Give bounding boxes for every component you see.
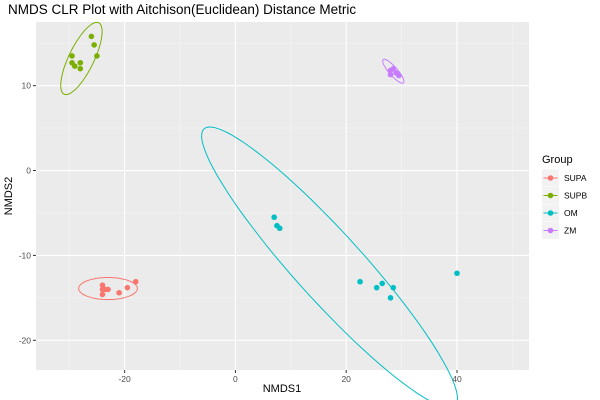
point-om xyxy=(390,284,397,291)
legend-item-supb: SUPB xyxy=(542,187,587,204)
chart-title: NMDS CLR Plot with Aitchison(Euclidean) … xyxy=(8,2,356,17)
point-om xyxy=(373,284,380,291)
point-supa xyxy=(124,284,131,291)
point-supb xyxy=(77,59,84,66)
point-supa xyxy=(99,291,106,298)
minor-gridlines xyxy=(36,22,529,370)
point-supa xyxy=(116,289,122,296)
point-supa xyxy=(105,286,111,293)
legend-label: SUPA xyxy=(564,173,587,183)
point-supb xyxy=(88,33,95,40)
x-tick-label: -20 xyxy=(118,374,131,384)
y-tick-label: 10 xyxy=(22,81,32,91)
point-om xyxy=(379,280,386,287)
point-supa xyxy=(99,286,106,293)
legend-label: OM xyxy=(564,208,578,218)
legend-item-zm: ZM xyxy=(542,222,576,239)
plot-panel xyxy=(36,22,529,370)
y-tick-label: 0 xyxy=(26,166,31,176)
ellipse-supa xyxy=(78,277,138,300)
major-gridlines xyxy=(36,22,529,370)
point-om xyxy=(271,214,277,221)
x-axis-label: NMDS1 xyxy=(263,383,302,395)
y-tick-label: -10 xyxy=(19,250,32,260)
point-supb xyxy=(91,42,97,48)
y-axis-label: NMDS2 xyxy=(3,177,15,216)
legend: Group SUPA SUPB OM ZM xyxy=(542,154,587,239)
point-om xyxy=(387,295,394,301)
legend-label: SUPB xyxy=(564,191,587,201)
legend-key-point xyxy=(547,227,554,234)
legend-label: ZM xyxy=(564,226,576,236)
point-om xyxy=(276,225,283,232)
legend-item-om: OM xyxy=(542,204,578,222)
y-tick-label: -20 xyxy=(19,335,32,345)
point-zm xyxy=(396,72,402,79)
legend-key-point xyxy=(547,175,554,181)
point-supb xyxy=(77,65,84,72)
point-supb xyxy=(71,63,78,69)
point-supb xyxy=(69,53,75,59)
point-om xyxy=(454,270,460,277)
legend-key-point xyxy=(547,210,554,216)
y-axis-ticks: 10 0 -10 -20 xyxy=(19,81,36,345)
x-tick-label: 0 xyxy=(233,374,238,384)
point-zm xyxy=(387,71,394,78)
point-zm xyxy=(387,67,394,74)
legend-title: Group xyxy=(542,154,573,166)
ellipse-supb xyxy=(60,21,103,96)
legend-items: SUPA SUPB OM ZM xyxy=(542,169,587,239)
x-axis-ticks: -20 0 20 40 xyxy=(118,370,462,384)
x-tick-label: 20 xyxy=(341,374,351,384)
legend-key-point xyxy=(547,192,554,199)
x-tick-label: 40 xyxy=(452,374,462,384)
data-points xyxy=(69,33,460,301)
ellipse-om xyxy=(201,126,459,400)
point-supa xyxy=(132,278,139,285)
point-supa xyxy=(99,282,106,288)
legend-item-supa: SUPA xyxy=(542,169,587,187)
point-supb xyxy=(94,53,100,59)
point-om xyxy=(357,278,363,285)
